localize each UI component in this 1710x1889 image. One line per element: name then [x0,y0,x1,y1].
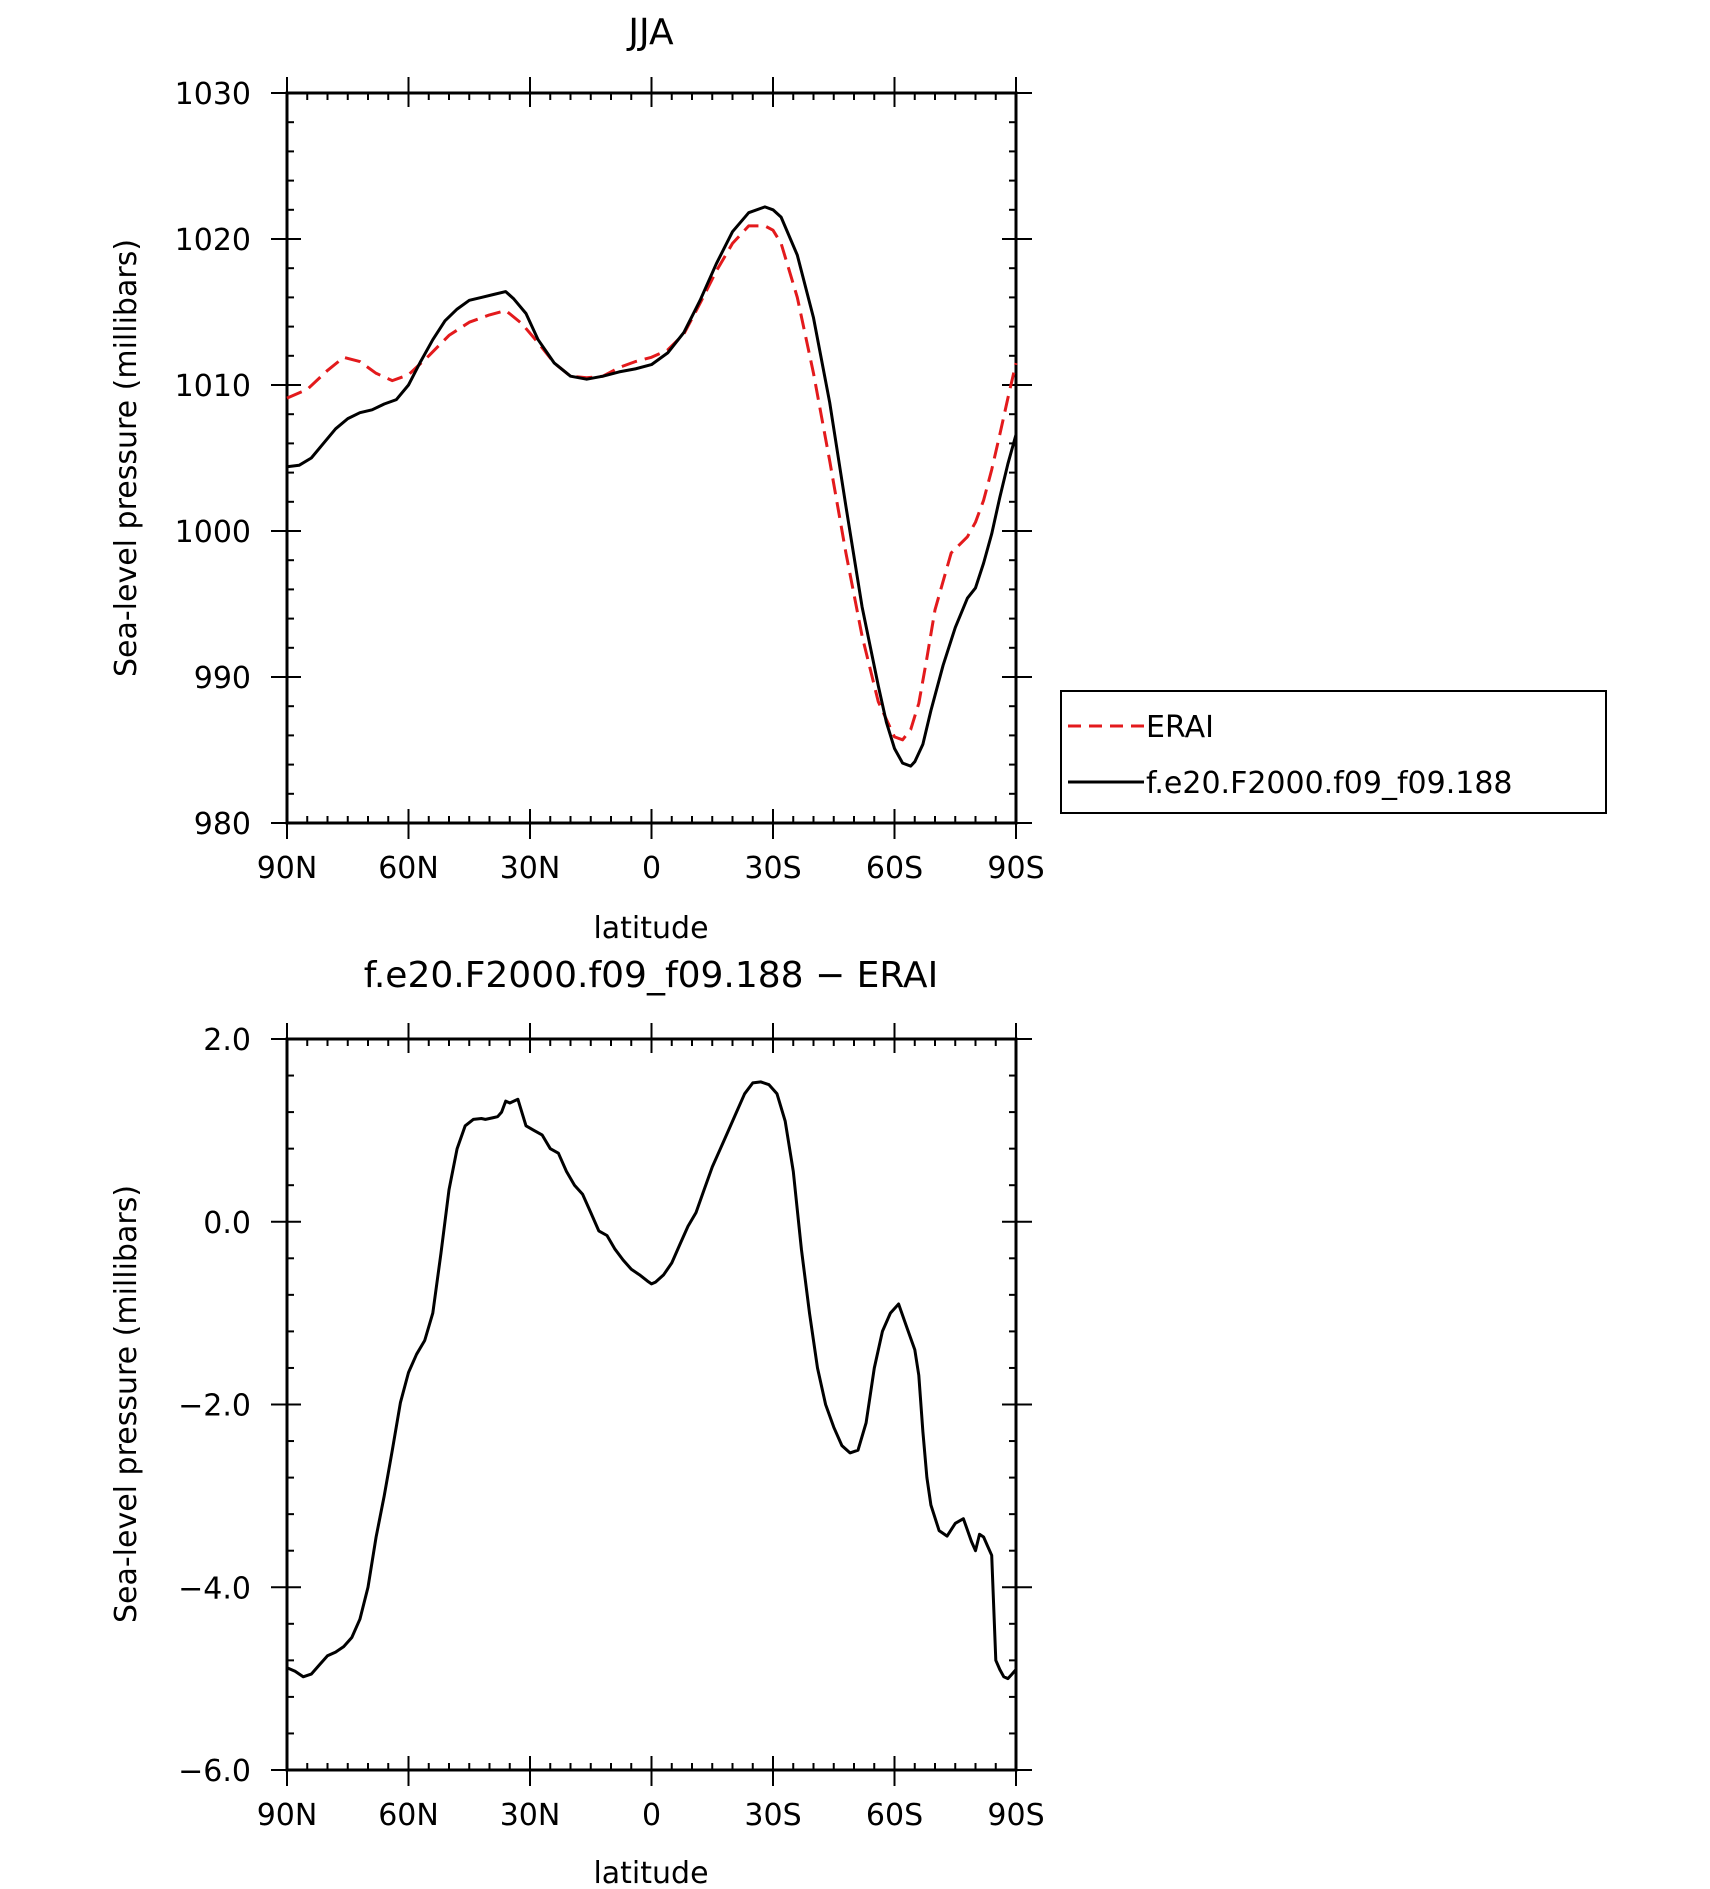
x-tick-label-30s: 30S [744,1798,801,1833]
x-tick-label-90s: 90S [987,851,1044,886]
bottom-tick-labels: 90N 60N 30N 0 30S 60S 90S −6.0 −4.0 −2.0 0.0 2.0 [178,1023,1044,1833]
bottom-series-group [286,1080,1018,1681]
top-y-axis-label: Sea-level pressure (millibars) [109,239,144,677]
x-tick-label-90s: 90S [987,1798,1044,1833]
x-tick-label-90n: 90N [257,851,318,886]
legend: ERAI f.e20.F2000.f09_f09.188 [1060,690,1607,814]
y-tick-label-2-0: −2.0 [178,1389,251,1424]
top-panel-slp-jja: JJA 90N 60N 30N 0 30S 60S 90S 980 990 1000 1010 102… [109,12,1607,946]
bottom-axis-ticks [271,1023,1032,1786]
legend-box [1060,690,1607,814]
top-tick-labels: 90N 60N 30N 0 30S 60S 90S 980 990 1000 1010 1020 103… [175,77,1045,886]
y-tick-label-0-0: 0.0 [203,1206,251,1241]
bottom-x-axis-label: latitude [593,1856,708,1889]
x-tick-label-0: 0 [642,851,661,886]
top-x-axis-label: latitude [593,911,708,946]
x-tick-label-30n: 30N [500,851,561,886]
y-tick-label-1020: 1020 [175,223,251,258]
y-tick-label-990: 990 [194,661,251,696]
y-tick-label-6-0: −6.0 [178,1754,251,1789]
y-tick-label-980: 980 [194,807,251,842]
bottom-plot-frame [285,1037,1018,1772]
bottom-panel-slp-difference: f.e20.F2000.f09_f09.188 − ERAI 90N 60N 30N… [109,955,1045,1889]
top-axis-ticks [271,77,1032,839]
bottom-y-axis-label: Sea-level pressure (millibars) [109,1185,144,1623]
legend-entry-erai: ERAI [1146,710,1214,745]
x-tick-label-60s: 60S [866,1798,923,1833]
y-tick-label-1030: 1030 [175,77,251,112]
y-tick-label-4-0: −4.0 [178,1571,251,1606]
x-tick-label-90n: 90N [257,1798,318,1833]
top-series-f-e20-f2000-f09-f09-188 [286,205,1018,768]
x-tick-label-30n: 30N [500,1798,561,1833]
x-tick-label-30s: 30S [744,851,801,886]
y-tick-label-2-0: 2.0 [203,1023,251,1058]
top-series-erai [286,224,1018,742]
top-plot-frame [285,91,1018,825]
top-chart-title: JJA [626,12,674,53]
legend-entry-model: f.e20.F2000.f09_f09.188 [1146,766,1513,801]
bottom-series-line-0 [286,1080,1018,1681]
x-tick-label-60s: 60S [866,851,923,886]
top-series-group [286,205,1018,768]
y-tick-label-1010: 1010 [175,369,251,404]
bottom-chart-title: f.e20.F2000.f09_f09.188 − ERAI [364,955,938,996]
x-tick-label-60n: 60N [378,1798,439,1833]
y-tick-label-1000: 1000 [175,515,251,550]
x-tick-label-60n: 60N [378,851,439,886]
x-tick-label-0: 0 [642,1798,661,1833]
